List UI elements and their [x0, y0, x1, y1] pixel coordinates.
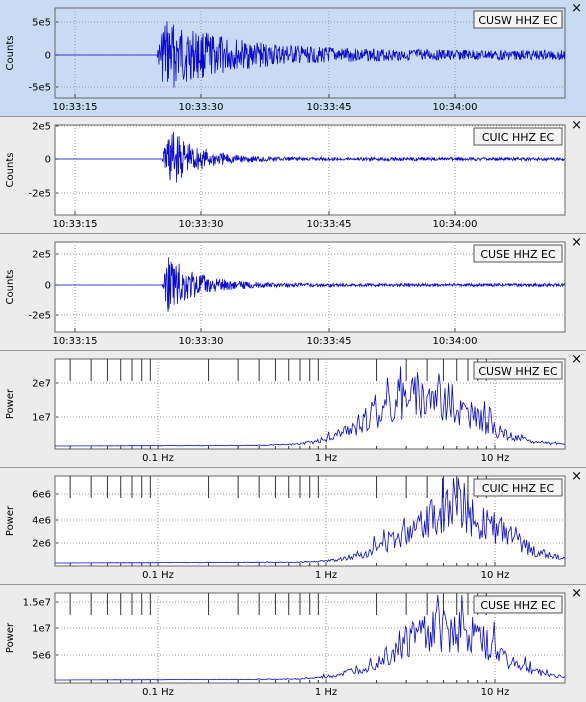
x-tick-label: 10 Hz	[481, 453, 510, 464]
y-tick-label: 5e5	[32, 18, 51, 29]
y-tick-label: 1e7	[32, 413, 51, 424]
y-axis-label: Counts	[5, 270, 16, 305]
panel-divider	[0, 233, 586, 234]
x-tick-label: 10:33:45	[307, 102, 352, 113]
x-tick-label: 10:33:30	[179, 102, 224, 113]
x-tick-label: 1 Hz	[315, 453, 337, 464]
y-tick-label: 6e6	[32, 490, 51, 501]
x-tick-label: 10:33:45	[307, 219, 352, 230]
panel-cusw-wave[interactable]: Counts 5e5 0 -5e5 10:33:15 10:33:30 10:33:45 10…	[0, 0, 586, 116]
svg-text:CUSW HHZ EC: CUSW HHZ EC	[478, 14, 558, 27]
x-tick-label: 1 Hz	[315, 570, 337, 581]
panel-divider	[0, 116, 586, 117]
waveform-plot[interactable]: Counts 2e5 0 -2e5 10:33:15 10:33:30 10:33:45 10…	[0, 117, 586, 233]
y-axis-label: Power	[5, 388, 16, 419]
close-icon[interactable]: ×	[571, 1, 582, 16]
x-tick-label: 10:33:15	[53, 219, 98, 230]
panel-cuic-spec[interactable]: Power 6e6 4e6 2e6 0.1 Hz 1 Hz 10 Hz CUIC HHZ EC…	[0, 468, 586, 584]
panel-divider	[0, 467, 586, 468]
panel-cuse-wave[interactable]: Counts 2e5 0 -2e5 10:33:15 10:33:30 10:33:45 10…	[0, 234, 586, 350]
spectrum-trace	[55, 366, 566, 447]
y-tick-label: 1.5e7	[23, 598, 51, 609]
x-tick-label: 10 Hz	[481, 570, 510, 581]
waveform-plot[interactable]: Counts 2e5 0 -2e5 10:33:15 10:33:30 10:33:45 10…	[0, 234, 586, 350]
station-label: CUSE HHZ EC	[473, 244, 563, 263]
spectrum-plot[interactable]: Power 6e6 4e6 2e6 0.1 Hz 1 Hz 10 Hz CUIC HHZ EC	[0, 468, 586, 584]
x-tick-label: 0.1 Hz	[142, 453, 174, 464]
svg-text:CUSE HHZ EC: CUSE HHZ EC	[480, 248, 556, 261]
y-tick-label: 5e6	[32, 651, 51, 662]
x-tick-label: 10:33:30	[179, 336, 224, 347]
y-tick-label: 0	[45, 281, 51, 292]
y-tick-label: 2e7	[32, 379, 51, 390]
panel-cuic-wave[interactable]: Counts 2e5 0 -2e5 10:33:15 10:33:30 10:33:45 10…	[0, 117, 586, 233]
x-tick-label: 10:33:45	[307, 336, 352, 347]
y-tick-label: 4e6	[32, 516, 51, 527]
x-tick-label: 10:34:00	[433, 102, 478, 113]
svg-text:CUSW HHZ EC: CUSW HHZ EC	[478, 365, 558, 378]
y-tick-label: -2e5	[29, 311, 52, 322]
y-tick-label: 0	[45, 51, 51, 62]
station-label: CUSE HHZ EC	[473, 595, 563, 614]
panel-cusw-spec[interactable]: Power 2e7 1e7 0.1 Hz 1 Hz 10 Hz CUSW HHZ EC ×	[0, 351, 586, 467]
station-label: CUSW HHZ EC	[473, 361, 563, 380]
spectrum-trace	[55, 594, 566, 681]
waveform-trace	[55, 257, 565, 312]
spectrum-trace	[55, 477, 566, 564]
y-axis-label: Power	[5, 505, 16, 536]
x-tick-label: 10:33:15	[53, 336, 98, 347]
y-tick-label: 1e7	[32, 624, 51, 635]
svg-text:CUIC HHZ EC: CUIC HHZ EC	[482, 482, 555, 495]
close-icon[interactable]: ×	[571, 586, 582, 601]
panel-cuse-spec[interactable]: Power 1.5e7 1e7 5e6 0.1 Hz 1 Hz 10 Hz CUSE HHZ …	[0, 585, 586, 702]
y-axis-label: Counts	[5, 153, 16, 188]
y-axis-label: Counts	[5, 36, 16, 71]
waveform-trace	[55, 131, 565, 183]
x-tick-label: 10:34:00	[433, 336, 478, 347]
station-label: CUIC HHZ EC	[473, 478, 563, 497]
y-tick-label: 2e5	[32, 250, 51, 261]
svg-text:CUIC HHZ EC: CUIC HHZ EC	[482, 131, 555, 144]
station-label: CUSW HHZ EC	[473, 10, 563, 29]
y-tick-label: 2e6	[32, 539, 51, 550]
close-icon[interactable]: ×	[571, 235, 582, 250]
x-tick-label: 10 Hz	[481, 687, 510, 698]
panel-divider	[0, 584, 586, 585]
svg-text:CUSE HHZ EC: CUSE HHZ EC	[480, 599, 556, 612]
y-tick-label: 0	[45, 155, 51, 166]
x-tick-label: 10:34:00	[433, 219, 478, 230]
close-icon[interactable]: ×	[571, 118, 582, 133]
x-tick-label: 0.1 Hz	[142, 687, 174, 698]
y-tick-label: -5e5	[29, 83, 52, 94]
close-icon[interactable]: ×	[571, 469, 582, 484]
waveform-trace	[55, 21, 566, 88]
spectrum-plot[interactable]: Power 2e7 1e7 0.1 Hz 1 Hz 10 Hz CUSW HHZ EC	[0, 351, 586, 467]
y-axis-label: Power	[5, 622, 16, 653]
x-tick-label: 0.1 Hz	[142, 570, 174, 581]
station-label: CUIC HHZ EC	[473, 127, 563, 146]
x-tick-label: 1 Hz	[315, 687, 337, 698]
panel-divider	[0, 350, 586, 351]
spectrum-plot[interactable]: Power 1.5e7 1e7 5e6 0.1 Hz 1 Hz 10 Hz CUSE HHZ …	[0, 585, 586, 702]
x-tick-label: 10:33:15	[53, 102, 98, 113]
close-icon[interactable]: ×	[571, 352, 582, 367]
y-tick-label: -2e5	[29, 189, 52, 200]
x-tick-label: 10:33:30	[179, 219, 224, 230]
y-tick-label: 2e5	[32, 122, 51, 133]
